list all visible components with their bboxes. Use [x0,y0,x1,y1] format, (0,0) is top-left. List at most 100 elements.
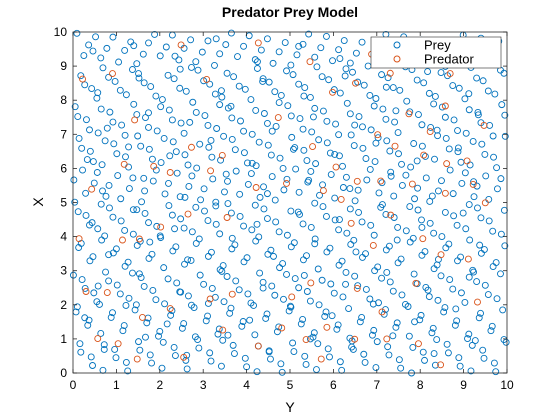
prey-point [153,222,161,230]
prey-point [300,146,308,154]
prey-point [86,126,93,134]
prey-point [252,162,260,170]
predator-point [180,353,188,361]
prey-point [479,77,487,85]
prey-point [268,173,276,181]
prey-point [315,136,323,144]
prey-point [170,75,178,83]
prey-point [236,213,244,220]
prey-point [94,89,102,97]
prey-point [117,195,125,203]
prey-point [232,277,240,285]
prey-point [316,191,323,199]
prey-point [240,222,248,230]
prey-point [142,114,149,122]
prey-point [111,346,119,353]
prey-point [326,353,333,361]
prey-point [287,61,295,69]
prey-point [204,217,212,225]
prey-point [393,236,401,244]
prey-point [168,116,176,124]
prey-point [181,151,189,159]
prey-point [470,193,478,201]
prey-point [419,348,427,356]
prey-point [409,343,417,351]
prey-point [252,106,260,114]
prey-point [323,32,330,40]
prey-point [135,270,143,278]
prey-point [221,188,228,196]
prey-point [382,306,389,314]
prey-point [204,37,212,45]
prey-point [384,74,392,82]
prey-point [379,105,387,113]
prey-point [116,86,124,94]
prey-point [255,233,263,241]
prey-point [109,118,117,126]
predator-point [274,114,282,122]
prey-point [259,284,267,292]
prey-point [398,291,406,299]
y-tick-label: 4 [60,230,67,244]
x-tick-label: 5 [287,378,294,392]
prey-point [478,140,486,148]
prey-point [335,131,343,139]
prey-point [418,142,426,150]
prey-point [335,46,343,54]
prey-point [204,121,212,129]
prey-point [433,336,441,344]
prey-point [392,107,400,115]
prey-point [172,148,180,156]
predator-point [319,187,327,195]
prey-point [369,300,377,308]
predator-series [75,39,489,369]
prey-point [112,354,120,362]
predator-point [252,184,260,191]
prey-point [372,95,380,102]
prey-point [324,345,332,353]
prey-point [299,220,307,228]
prey-point [121,131,129,139]
prey-point [217,156,225,164]
prey-point [375,299,382,307]
prey-point [469,138,477,145]
prey-point [275,323,283,331]
prey-point [165,202,173,210]
prey-point [371,158,379,166]
predator-point [426,128,434,136]
prey-point [145,219,152,227]
prey-point [360,81,368,89]
prey-point [264,141,272,149]
prey-point [421,248,429,256]
prey-point [187,36,195,44]
prey-point [262,314,270,322]
prey-point [428,329,436,337]
prey-point [382,83,390,91]
prey-point [466,236,474,244]
x-axis-ticks: 0 1 2 3 4 5 6 7 8 9 10 [70,32,514,392]
prey-point [235,82,243,90]
prey-point [333,325,341,333]
prey-point [227,102,235,110]
prey-point [441,113,449,121]
prey-point [430,100,438,108]
prey-point [425,293,433,301]
prey-point [441,304,449,311]
prey-point [77,348,85,356]
prey-point [306,94,314,101]
prey-point [92,33,100,41]
prey-point [342,65,350,73]
prey-point [422,174,430,182]
prey-point [226,309,234,317]
prey-point [498,101,506,109]
prey-point [78,144,86,152]
prey-point [188,64,195,71]
prey-point [268,282,276,290]
predator-point [138,313,146,321]
prey-point [385,242,393,250]
prey-point [229,341,237,349]
prey-point [111,77,119,85]
prey-point [77,72,85,80]
predator-point [88,185,96,193]
prey-point [413,76,421,84]
